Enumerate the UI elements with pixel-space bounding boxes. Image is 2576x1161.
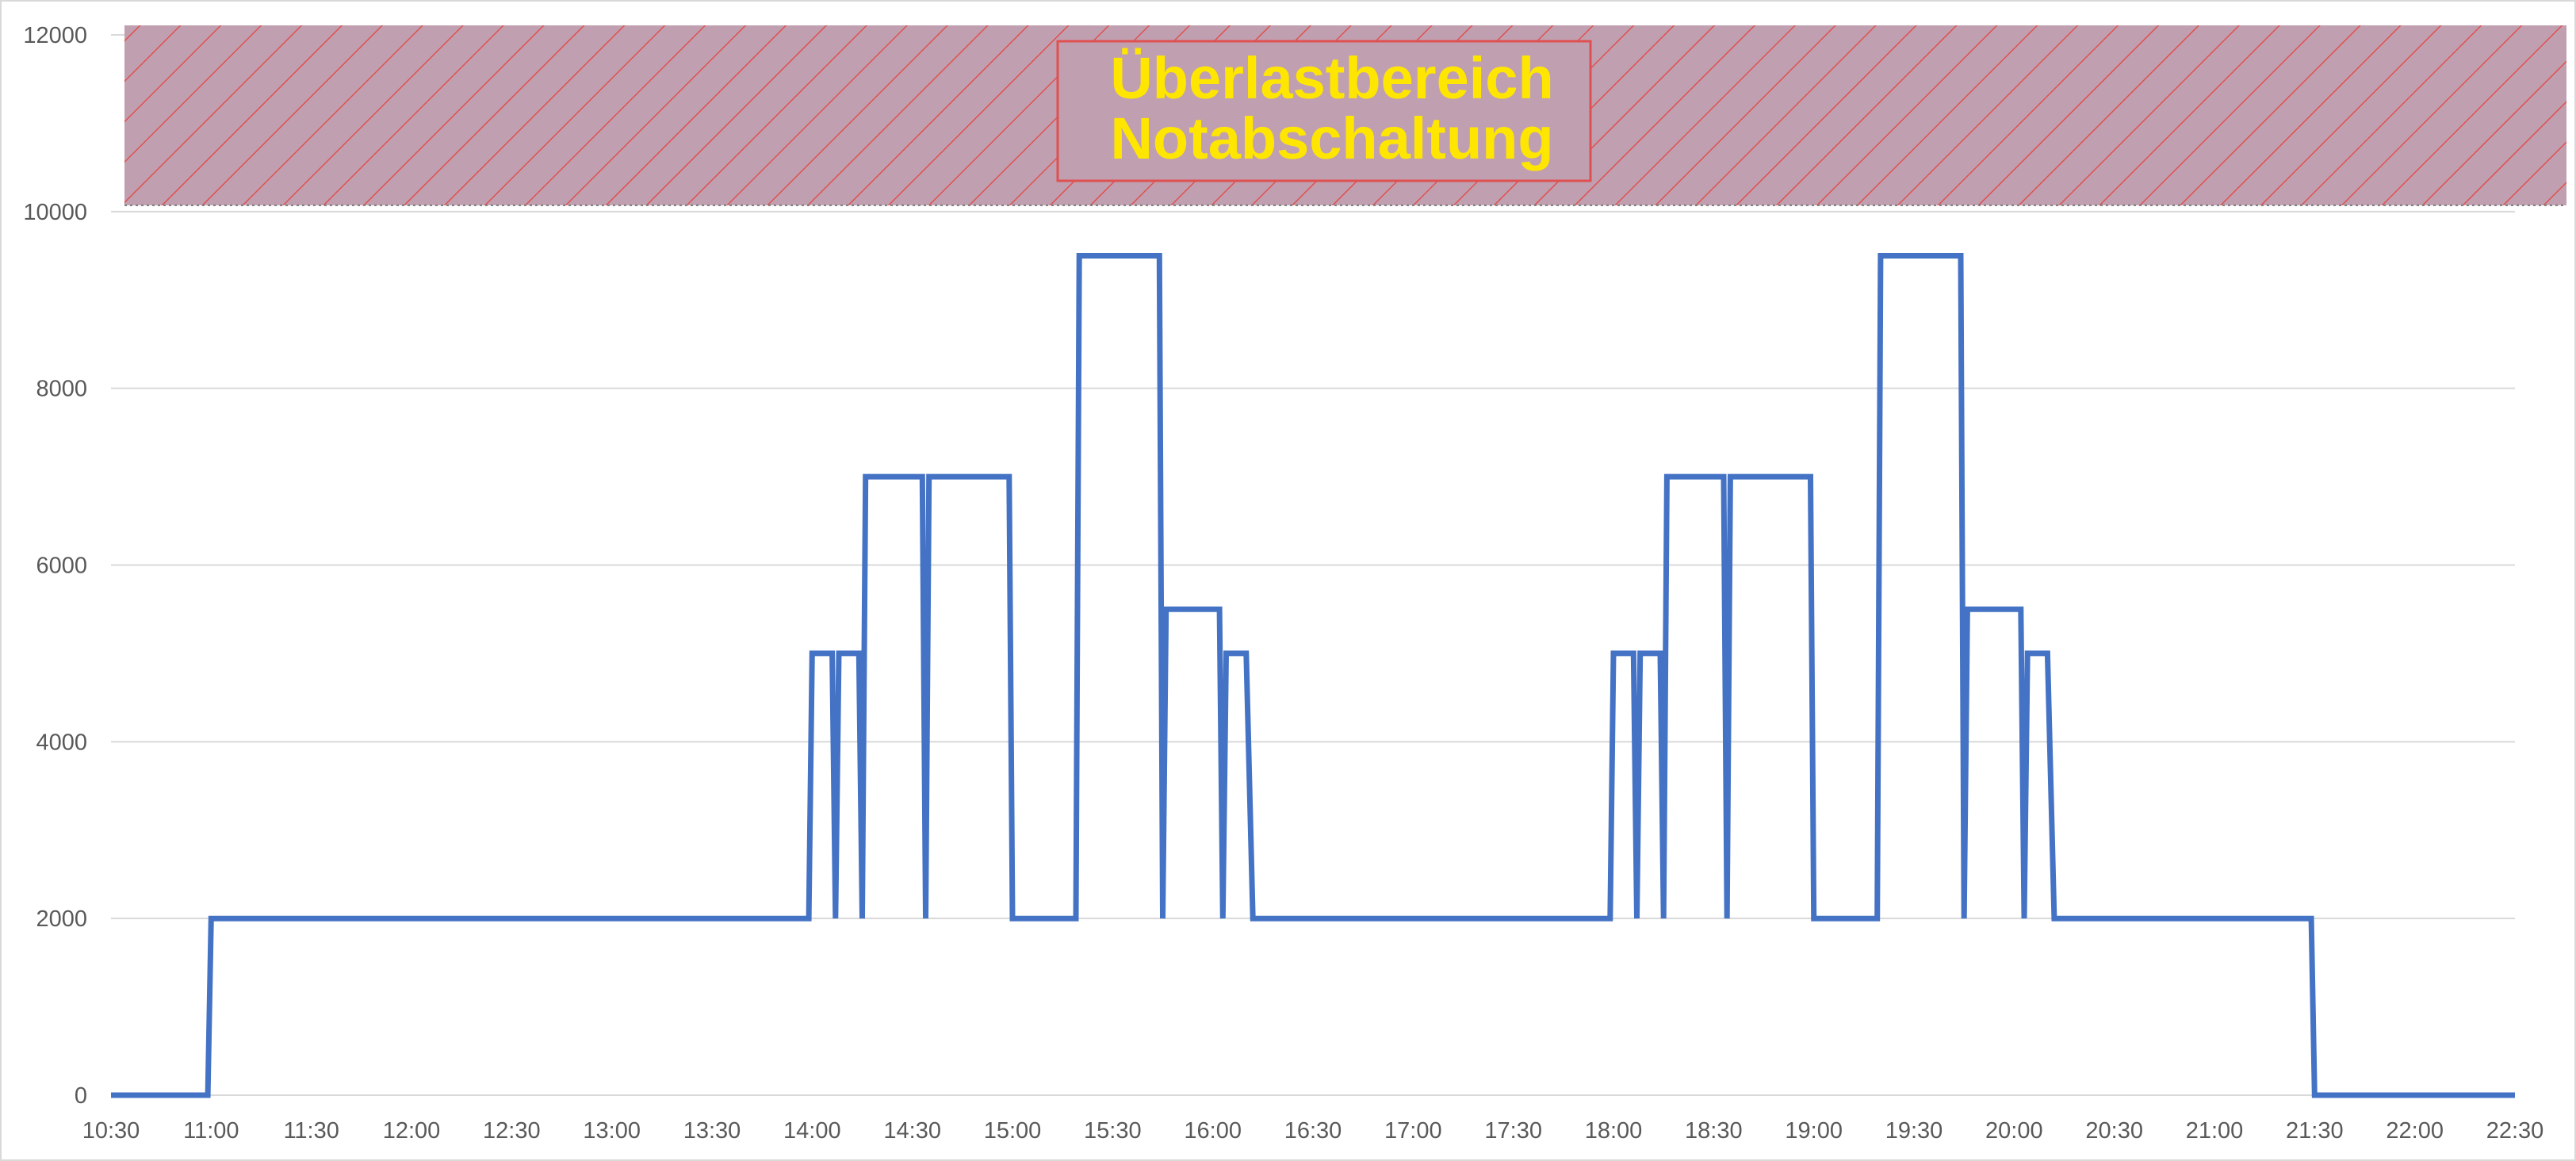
overload-zone: Überlastbereich Notabschaltung — [124, 25, 2566, 206]
x-tick-label-1900: 19:00 — [1785, 1118, 1843, 1144]
y-tick-label-0: 0 — [75, 1083, 87, 1109]
x-tick-label-1630: 16:30 — [1284, 1118, 1342, 1144]
x-tick-label-2230: 22:30 — [2486, 1118, 2544, 1144]
x-tick-label-2030: 20:30 — [2085, 1118, 2143, 1144]
x-tick-label-2200: 22:00 — [2386, 1118, 2444, 1144]
overload-label-line-1: Überlastbereich — [1110, 45, 1553, 111]
x-tick-label-1930: 19:30 — [1885, 1118, 1943, 1144]
x-tick-label-1730: 17:30 — [1484, 1118, 1542, 1144]
overload-label-box — [1056, 40, 1592, 182]
x-tick-label-1800: 18:00 — [1585, 1118, 1643, 1144]
x-tick-label-1130: 11:30 — [283, 1118, 339, 1144]
x-tick-label-2130: 21:30 — [2286, 1118, 2344, 1144]
axes: 0 2000 4000 6000 8000 10000 12000 10:30 11:00 11:… — [23, 23, 2543, 1144]
x-tick-label-1200: 12:00 — [383, 1118, 441, 1144]
x-tick-label-1100: 11:00 — [183, 1118, 239, 1144]
x-tick-label-1530: 15:30 — [1084, 1118, 1142, 1144]
y-tick-label-6000: 6000 — [36, 554, 87, 579]
x-tick-label-1300: 13:00 — [583, 1118, 641, 1144]
x-tick-label-1700: 17:00 — [1384, 1118, 1442, 1144]
x-tick-label-2000: 20:00 — [1985, 1118, 2043, 1144]
x-tick-label-1030: 10:30 — [82, 1118, 140, 1144]
x-tick-label-1400: 14:00 — [783, 1118, 841, 1144]
x-tick-label-1830: 18:30 — [1685, 1118, 1743, 1144]
y-tick-label-8000: 8000 — [36, 377, 87, 402]
y-tick-label-10000: 10000 — [23, 200, 87, 225]
x-tick-label-1600: 16:00 — [1184, 1118, 1242, 1144]
y-tick-label-2000: 2000 — [36, 906, 87, 932]
x-tick-label-1230: 12:30 — [483, 1118, 541, 1144]
x-tick-label-1430: 14:30 — [883, 1118, 941, 1144]
x-tick-label-1330: 13:30 — [683, 1118, 741, 1144]
series-line-0 — [111, 253, 2515, 1098]
x-tick-label-2100: 21:00 — [2186, 1118, 2244, 1144]
series-lines — [111, 253, 2515, 1098]
overload-label-line-2: Notabschaltung — [1110, 105, 1553, 171]
x-tick-label-1500: 15:00 — [984, 1118, 1042, 1144]
y-tick-label-4000: 4000 — [36, 730, 87, 755]
y-tick-label-12000: 12000 — [23, 23, 87, 48]
